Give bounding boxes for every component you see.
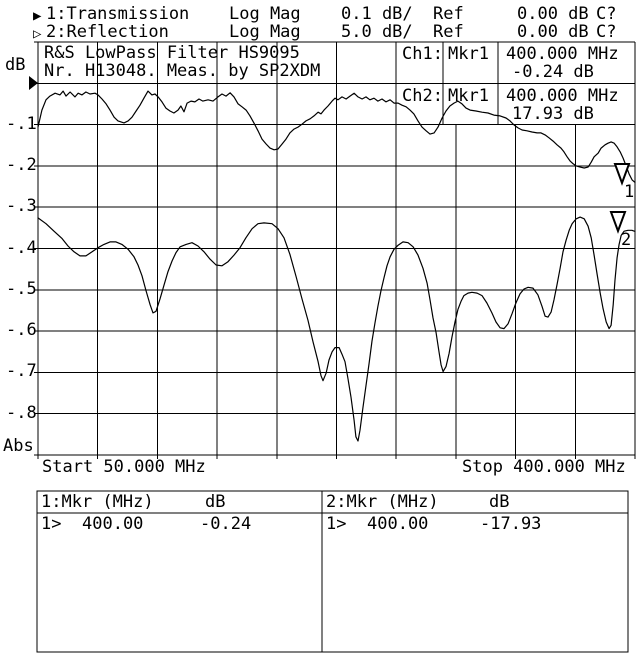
start-freq-label: Start 50.000 MHz [42, 457, 206, 477]
marker-table-right-header-unit: dB [489, 492, 510, 512]
channel-1-format: Log Mag [229, 4, 301, 24]
marker-symbols [29, 76, 631, 234]
channel-1-label: 1:Transmission [46, 4, 190, 24]
marker-table-left-row-value: -0.24 [200, 514, 252, 534]
marker-table-right-row-value: -17.93 [480, 514, 542, 534]
ch1-readout-box [397, 42, 635, 84]
ch1-readout-marker: Mkr1 [448, 44, 489, 64]
marker-table-left-row-id: 1> [41, 514, 62, 534]
marker-table-left-header-unit: dB [205, 492, 226, 512]
plot-grid [34, 41, 636, 459]
channel-1-cal-status: C? [596, 4, 617, 24]
ch1-readout-freq: 400.000 MHz [506, 44, 619, 64]
marker-table-right-header-label: 2:Mkr (MHz) [326, 492, 439, 512]
y-axis-tick-label: -.3 [6, 196, 37, 216]
y-axis-unit-label: dB [5, 55, 26, 75]
readout-boxes [397, 41, 636, 126]
marker-1-triangle-icon [613, 163, 631, 186]
y-axis-tick-label: -.8 [6, 403, 37, 423]
channel-1-ref-label: Ref [433, 4, 464, 24]
y-axis-tick-label: -.1 [6, 114, 37, 134]
marker-table-left-row-freq: 400.00 [82, 514, 144, 534]
marker-2-label: 2 [621, 230, 632, 250]
stop-freq-label: Stop 400.000 MHz [462, 457, 626, 477]
channel-2-format: Log Mag [229, 22, 301, 42]
ch2-readout-freq: 400.000 MHz [506, 86, 619, 106]
marker-2-triangle-icon [609, 211, 627, 234]
marker-table-right-row-freq: 400.00 [367, 514, 429, 534]
ch1-readout-value: -0.24 dB [512, 62, 594, 82]
marker-1-label: 1 [624, 182, 635, 202]
y-axis-tick-label: -.4 [6, 238, 37, 258]
ref-level-arrow-icon [29, 76, 38, 90]
marker-table-right-row-id: 1> [326, 514, 347, 534]
ch1-readout-channel: Ch1: [402, 44, 443, 64]
channel-1-ref-value: 0.00 dB [517, 4, 589, 24]
plot-title-line1: R&S LowPass Filter HS9095 [44, 43, 300, 63]
y-axis-tick-label: -.5 [6, 279, 37, 299]
channel-2-ref-label: Ref [433, 22, 464, 42]
plot-title-line2: Nr. H13048. Meas. by SP2XDM [44, 61, 321, 81]
marker-table-borders [36, 490, 629, 653]
channel-2-label: 2:Reflection [46, 22, 169, 42]
reflection-trace [37, 216, 636, 442]
channel-2-scale: 5.0 dB/ [341, 22, 413, 42]
channel-1-scale: 0.1 dB/ [341, 4, 413, 24]
y-axis-abs-label: Abs [3, 436, 34, 456]
ch2-readout-box [397, 83, 635, 125]
ch2-readout-marker: Mkr1 [448, 86, 489, 106]
channel-2-ref-value: 0.00 dB [517, 22, 589, 42]
y-axis-tick-label: -.2 [6, 155, 37, 175]
ch2-readout-value: 17.93 dB [512, 104, 594, 124]
ch2-readout-channel: Ch2: [402, 86, 443, 106]
channel-2-cal-status: C? [596, 22, 617, 42]
inactive-channel-marker-icon: ▷ [33, 26, 42, 42]
y-axis-tick-label: -.7 [6, 361, 37, 381]
y-axis-tick-label: -.6 [6, 320, 37, 340]
marker-table-left-header-label: 1:Mkr (MHz) [41, 492, 154, 512]
active-channel-marker-icon: ▶ [33, 8, 42, 24]
transmission-trace [37, 90, 636, 183]
